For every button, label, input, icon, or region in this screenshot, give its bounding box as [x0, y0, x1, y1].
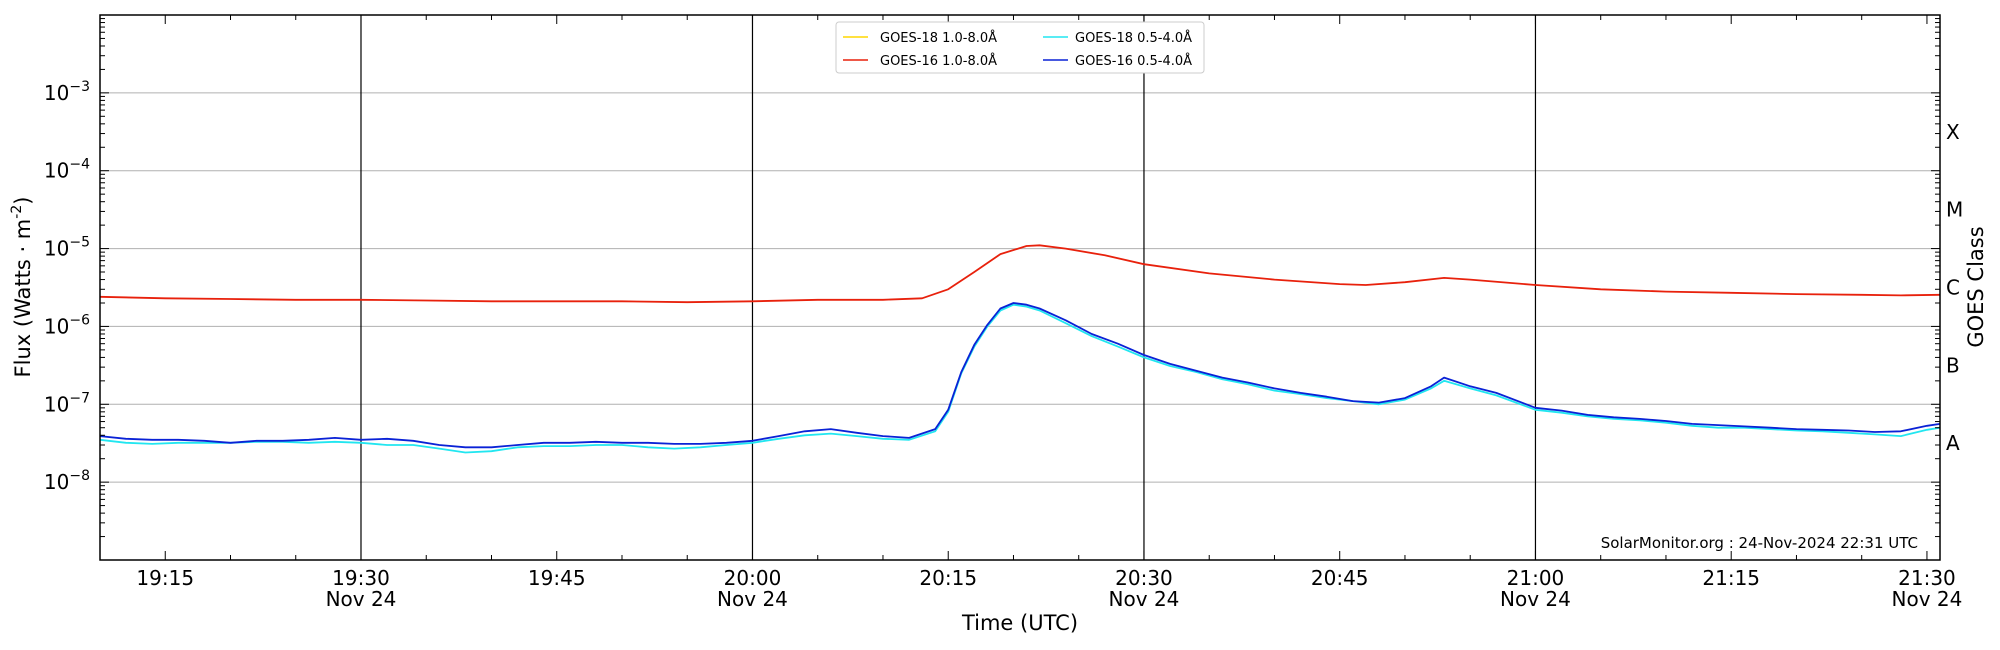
x-tick-label: 20:15	[919, 566, 977, 590]
legend-label-goes18-short: GOES-18 0.5-4.0Å	[1075, 30, 1192, 46]
y-tick-exponent: −3	[69, 79, 90, 95]
x-tick-label: 19:30	[332, 566, 390, 590]
legend: GOES-18 1.0-8.0Å GOES-18 0.5-4.0Å GOES-1…	[835, 21, 1205, 74]
goes-class-C: C	[1946, 276, 1960, 300]
y-tick-label: 10−7	[44, 390, 90, 416]
x-tick-label: 20:45	[1311, 566, 1369, 590]
y-tick-base: 10	[44, 237, 69, 261]
series-lines	[99, 244, 1941, 454]
x-tick-label: 20:00	[724, 566, 782, 590]
plot-frame	[99, 14, 1941, 561]
y-axis-title-main: Flux (Watts · m	[11, 219, 35, 378]
y-tick-base: 10	[44, 159, 69, 183]
x-tick-sublabel: Nov 24	[1500, 587, 1571, 611]
goes-class-X: X	[1946, 120, 1960, 144]
legend-box	[835, 21, 1205, 74]
y-tick-exponent: −7	[69, 390, 90, 406]
y2-axis-title: GOES Class	[1964, 226, 1988, 347]
series-line-2	[99, 244, 1941, 304]
y-axis-title: Flux (Watts · m-2)	[9, 197, 35, 378]
x-tick-label: 19:45	[528, 566, 586, 590]
legend-label-goes18-long: GOES-18 1.0-8.0Å	[880, 30, 997, 46]
x-tick-sublabel: Nov 24	[1892, 587, 1963, 611]
y-tick-base: 10	[44, 470, 69, 494]
x-tick-sublabel: Nov 24	[326, 587, 397, 611]
source-annotation: SolarMonitor.org : 24-Nov-2024 22:31 UTC	[1601, 534, 1918, 552]
y-tick-label: 10−6	[44, 312, 90, 338]
goes-class-labels: A B C M X	[1946, 120, 1963, 455]
goes-class-B: B	[1946, 353, 1960, 377]
y-tick-base: 10	[44, 314, 69, 338]
day-marker-lines	[360, 15, 1537, 560]
x-tick-sublabel: Nov 24	[1109, 587, 1180, 611]
y-tick-exponent: −4	[69, 157, 90, 173]
y-tick-label: 10−8	[44, 468, 90, 494]
y-tick-exponent: −8	[69, 468, 90, 484]
x-tick-label: 21:30	[1898, 566, 1956, 590]
legend-label-goes16-short: GOES-16 0.5-4.0Å	[1075, 53, 1192, 69]
x-tick-label: 21:00	[1507, 566, 1565, 590]
y-tick-exponent: −6	[69, 312, 90, 328]
axis-ticks	[99, 15, 1940, 561]
y-tick-label: 10−4	[44, 157, 90, 183]
y-tick-label: 10−3	[44, 79, 90, 105]
y-axis-title-end: )	[11, 197, 35, 205]
grid-lines	[100, 92, 1940, 483]
series-line-3	[99, 302, 1941, 449]
y-axis-title-sup: -2	[9, 205, 25, 219]
series-line-1	[99, 303, 1941, 454]
plot-background	[100, 15, 1940, 560]
x-tick-label: 19:15	[136, 566, 194, 590]
y-tick-labels: 10−810−710−610−510−410−3	[44, 79, 90, 494]
goes-class-A: A	[1946, 431, 1960, 455]
x-tick-label: 21:15	[1702, 566, 1760, 590]
x-axis-title: Time (UTC)	[961, 611, 1078, 635]
y-tick-base: 10	[44, 81, 69, 105]
x-tick-label: 20:30	[1115, 566, 1173, 590]
x-tick-sublabel: Nov 24	[717, 587, 788, 611]
y-tick-exponent: −5	[69, 235, 90, 251]
legend-label-goes16-long: GOES-16 1.0-8.0Å	[880, 53, 997, 69]
y-tick-base: 10	[44, 392, 69, 416]
y-tick-label: 10−5	[44, 235, 90, 261]
goes-class-M: M	[1946, 198, 1963, 222]
